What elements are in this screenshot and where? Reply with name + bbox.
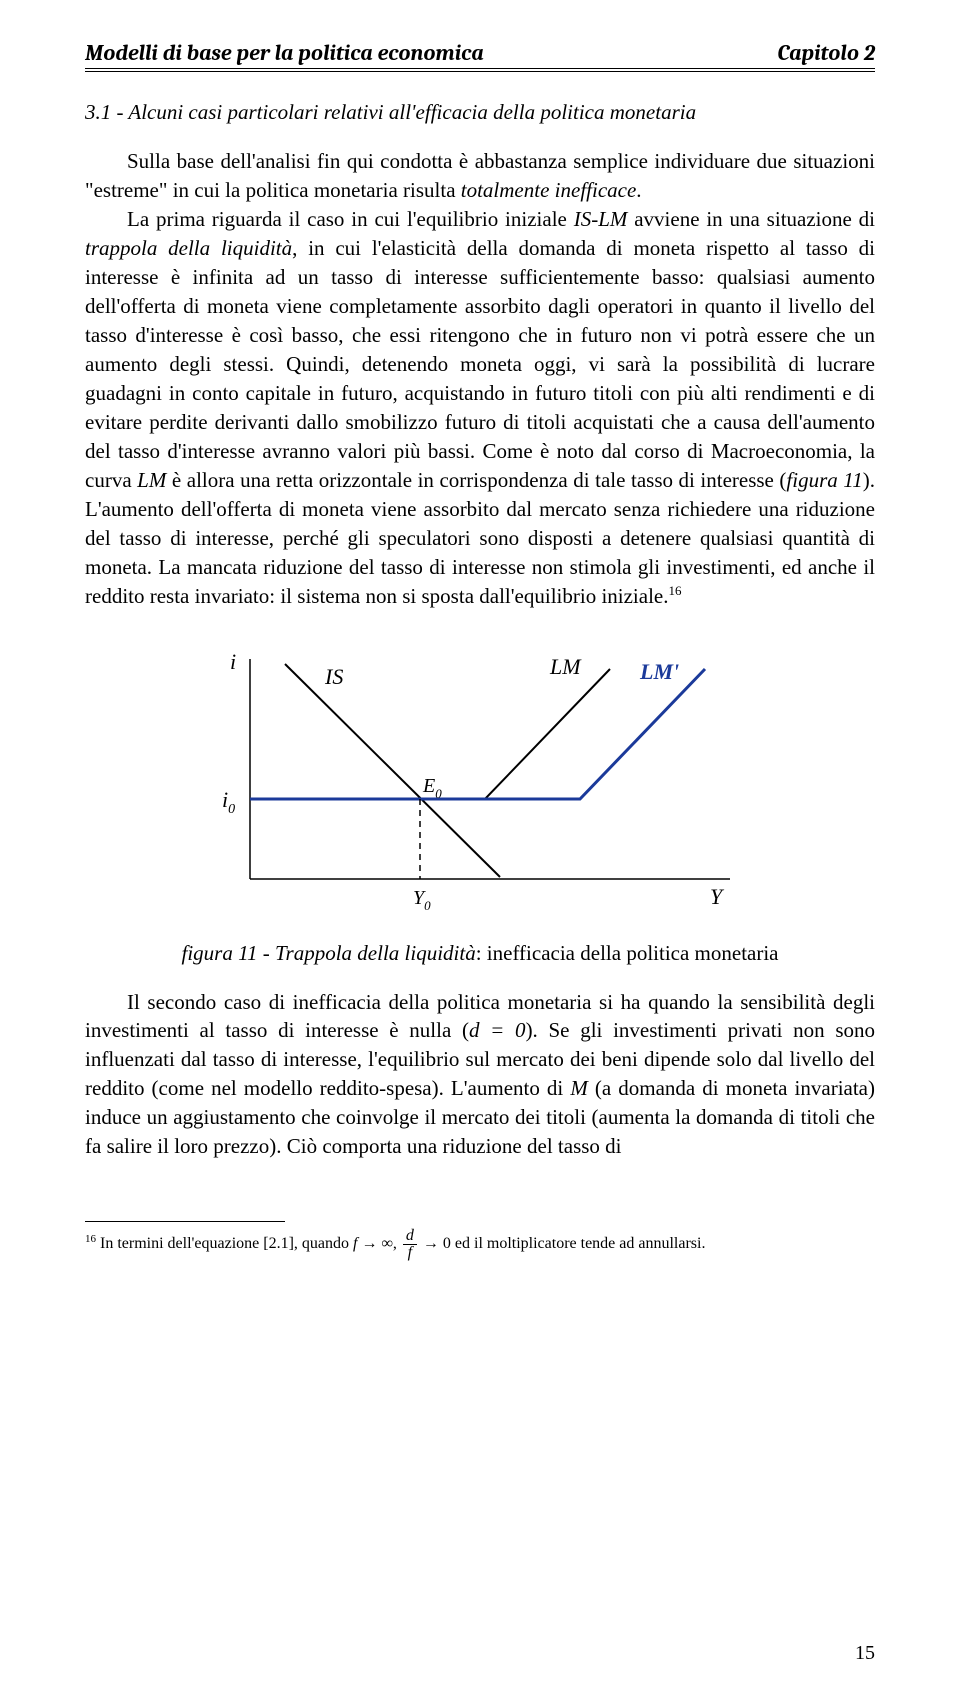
text: La prima riguarda il caso in cui l'equil…	[127, 207, 574, 231]
paragraph-1: Sulla base dell'analisi fin qui condotta…	[85, 147, 875, 611]
paragraph-3: Il secondo caso di inefficacia della pol…	[85, 988, 875, 1162]
text-italic: LM	[137, 468, 166, 492]
footnote-text: → 0 ed il moltiplicatore tende ad annull…	[419, 1235, 706, 1252]
header-left: Modelli di base per la politica economic…	[85, 40, 484, 66]
page-header: Modelli di base per la politica economic…	[85, 40, 875, 72]
text: .	[636, 178, 641, 202]
footnote-fraction: df	[403, 1228, 417, 1261]
footnote-ref: 16	[669, 583, 682, 598]
label-e0: E0	[422, 775, 442, 801]
label-y: Y	[710, 884, 725, 909]
header-right: Capitolo 2	[778, 40, 875, 66]
label-is: IS	[324, 664, 343, 689]
text-italic: trappola della liquidità	[85, 236, 292, 260]
footnote-math: f → ∞	[353, 1235, 393, 1252]
text: avviene in una situazione di	[627, 207, 875, 231]
footnote-text: ,	[393, 1235, 401, 1252]
text-italic: IS-LM	[574, 207, 628, 231]
footnote-rule	[85, 1221, 285, 1222]
label-y0: Y0	[413, 887, 431, 913]
footnote-16: 16 In termini dell'equazione [2.1], quan…	[85, 1228, 875, 1261]
section-title: 3.1 - Alcuni casi particolari relativi a…	[85, 100, 875, 125]
label-i: i	[230, 649, 236, 674]
is-curve	[285, 664, 500, 877]
figure-11: i IS LM LM' i0 E0 Y0 Y	[85, 629, 875, 929]
text: è allora una retta orizzontale in corris…	[166, 468, 786, 492]
page-number: 15	[855, 1642, 875, 1665]
figure-caption: figura 11 - Trappola della liquidità: in…	[85, 941, 875, 966]
text: , in cui l'elasticità della domanda di m…	[85, 236, 875, 492]
label-lm-prime: LM'	[639, 659, 679, 684]
label-i0: i0	[222, 787, 235, 817]
lm-prime-curve	[250, 669, 705, 799]
footnote-text: In termini dell'equazione [2.1], quando	[96, 1235, 353, 1252]
text-italic: figura 11	[786, 468, 862, 492]
footnote-number: 16	[85, 1233, 96, 1245]
text-italic: totalmente inefficace	[461, 178, 637, 202]
inline-equation: d = 0	[469, 1018, 526, 1042]
label-lm: LM	[549, 654, 582, 679]
caption-text: : inefficacia della politica monetaria	[476, 941, 779, 965]
caption-italic: figura 11 - Trappola della liquidità	[181, 941, 475, 965]
text-italic: M	[570, 1076, 588, 1100]
